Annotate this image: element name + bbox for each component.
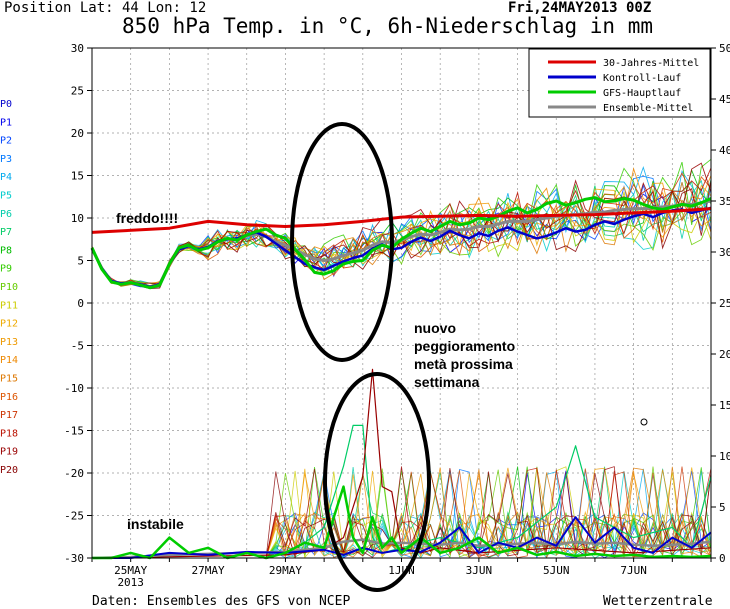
member-label: P4 bbox=[0, 172, 12, 183]
legend-entry: 30-Jahres-Mittel bbox=[603, 58, 699, 69]
x-tick-label: 7JUN bbox=[620, 564, 647, 577]
y-right-tick-label: 15 bbox=[719, 399, 730, 412]
series-kontroll-lauf-niederschlag bbox=[92, 516, 712, 559]
member-temp-line bbox=[91, 200, 712, 290]
legend-entry: Kontroll-Lauf bbox=[603, 73, 681, 84]
member-label: P20 bbox=[0, 465, 18, 476]
series-gfs-hauptlauf bbox=[90, 196, 712, 290]
member-label: P15 bbox=[0, 374, 18, 385]
x-tick-label: 5JUN bbox=[543, 564, 570, 577]
run-date-label: Fri,24MAY2013 00Z bbox=[508, 0, 652, 16]
y-right-tick-label: 5 bbox=[719, 501, 726, 514]
y-left-tick-label: -25 bbox=[64, 510, 84, 523]
y-right-tick-label: 0 bbox=[719, 552, 726, 565]
member-label: P14 bbox=[0, 355, 18, 366]
member-temp-line bbox=[91, 187, 712, 290]
member-label: P5 bbox=[0, 191, 12, 202]
y-right-tick-label: 50 bbox=[719, 42, 730, 55]
series-30-jahres-mittel bbox=[91, 207, 712, 234]
series-gfs-hauptlauf-niederschlag bbox=[92, 485, 712, 560]
position-label: Position Lat: 44 Lon: 12 bbox=[4, 0, 207, 16]
y-left-tick-label: 10 bbox=[71, 212, 84, 225]
x-tick-label: 27MAY bbox=[192, 564, 225, 577]
y-left-tick-label: -5 bbox=[71, 340, 84, 353]
member-label: P6 bbox=[0, 209, 12, 220]
y-right-tick-label: 45 bbox=[719, 93, 730, 106]
data-source-label: Daten: Ensembles des GFS von NCEP bbox=[92, 594, 351, 609]
member-temp-line bbox=[91, 191, 712, 287]
member-label: P19 bbox=[0, 447, 18, 458]
y-right-tick-label: 30 bbox=[719, 246, 730, 259]
x-tick-label: 25MAY bbox=[114, 564, 147, 577]
y-right-tick-label: 10 bbox=[719, 450, 730, 463]
member-label: P9 bbox=[0, 264, 12, 275]
member-label: P12 bbox=[0, 319, 18, 330]
member-label: P17 bbox=[0, 410, 18, 421]
member-label: P7 bbox=[0, 227, 12, 238]
y-left-tick-label: 20 bbox=[71, 127, 84, 140]
chart-title: 850 hPa Temp. in °C, 6h-Niederschlag in … bbox=[122, 14, 654, 38]
annotation-instabile: instabile bbox=[127, 516, 184, 532]
y-left-tick-label: 25 bbox=[71, 85, 84, 98]
member-label: P1 bbox=[0, 117, 12, 128]
y-left-tick-label: 15 bbox=[71, 170, 84, 183]
y-left-tick-label: -20 bbox=[64, 467, 84, 480]
y-left-tick-label: 30 bbox=[71, 42, 84, 55]
member-label: P10 bbox=[0, 282, 18, 293]
annotation-peggioramento: settimana bbox=[414, 374, 480, 390]
y-left-tick-label: 5 bbox=[77, 255, 84, 268]
y-right-tick-label: 20 bbox=[719, 348, 730, 361]
member-label: P11 bbox=[0, 300, 18, 311]
member-label: P18 bbox=[0, 428, 18, 439]
member-label: P2 bbox=[0, 136, 12, 147]
annotation-peggioramento: peggioramento bbox=[414, 338, 515, 354]
y-left-tick-label: -30 bbox=[64, 552, 84, 565]
annotation-freddo: freddo!!!! bbox=[116, 210, 178, 226]
x-tick-label: 3JUN bbox=[466, 564, 493, 577]
annotation-ellipse-lower bbox=[323, 372, 431, 592]
x-tick-label: 2013 bbox=[117, 576, 144, 589]
member-label: P0 bbox=[0, 99, 12, 110]
member-label: P13 bbox=[0, 337, 18, 348]
annotation-peggioramento: metà prossima bbox=[414, 356, 513, 372]
x-tick-label: 29MAY bbox=[269, 564, 302, 577]
y-left-tick-label: 0 bbox=[77, 297, 84, 310]
y-right-tick-label: 35 bbox=[719, 195, 730, 208]
legend-entry: GFS-Hauptlauf bbox=[603, 88, 681, 99]
legend-entry: Ensemble-Mittel bbox=[603, 103, 693, 114]
y-right-tick-label: 40 bbox=[719, 144, 730, 157]
annotation-ellipse-upper bbox=[290, 122, 394, 362]
member-label: P3 bbox=[0, 154, 12, 165]
y-left-tick-label: -10 bbox=[64, 382, 84, 395]
marker-circle bbox=[640, 418, 648, 426]
brand-label: Wetterzentrale bbox=[603, 594, 713, 609]
member-label: P8 bbox=[0, 245, 12, 256]
annotation-peggioramento: nuovo bbox=[414, 320, 456, 336]
member-label: P16 bbox=[0, 392, 18, 403]
y-left-tick-label: -15 bbox=[64, 425, 84, 438]
plot-frame bbox=[91, 47, 712, 559]
y-right-tick-label: 25 bbox=[719, 297, 730, 310]
